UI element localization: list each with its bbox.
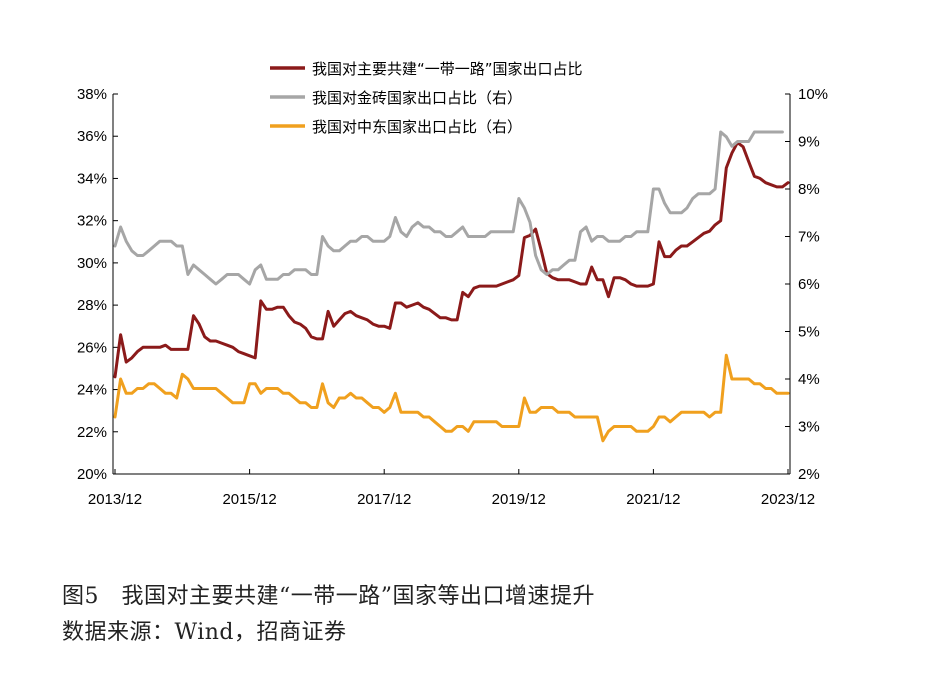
y-right-tick-label: 10% — [798, 86, 828, 103]
x-tick-label: 2023/12 — [761, 491, 815, 508]
chart: 20% 22% 24% 26% 28% 30% 32% 34% 36% 38% 2% 3% 4% 5% 6%… — [77, 60, 828, 508]
y-left-tick-label: 34% — [77, 170, 107, 187]
y-left-tick-label: 24% — [77, 382, 107, 399]
series-line-3 — [113, 353, 790, 443]
x-tick-label: 2015/12 — [222, 491, 276, 508]
legend-label-2: 我国对金砖国家出口占比（右） — [312, 89, 522, 107]
series-line-2 — [113, 130, 784, 286]
x-tick-label: 2019/12 — [492, 491, 546, 508]
x-tick-label: 2021/12 — [626, 491, 680, 508]
y-left-tick-label: 32% — [77, 213, 107, 230]
y-right-tick-label: 3% — [798, 419, 820, 436]
y-right-tick-label: 2% — [798, 466, 820, 483]
chart-series — [113, 130, 790, 443]
legend-label-1: 我国对主要共建“一带一路”国家出口占比 — [312, 60, 583, 78]
y-left-tick-label: 36% — [77, 128, 107, 145]
y-right-tick-label: 6% — [798, 276, 820, 293]
y-left-tick-label: 26% — [77, 339, 107, 356]
figure-title: 图5 我国对主要共建“一带一路”国家等出口增速提升 — [62, 584, 595, 609]
legend-label-3: 我国对中东国家出口占比（右） — [312, 118, 522, 136]
y-right-tick-label: 5% — [798, 324, 820, 341]
chart-axes: 20% 22% 24% 26% 28% 30% 32% 34% 36% 38% 2% 3% 4% 5% 6%… — [77, 86, 828, 508]
y-left-tick-label: 28% — [77, 297, 107, 314]
x-tick-label: 2017/12 — [357, 491, 411, 508]
series-line-1 — [113, 141, 790, 379]
y-right-tick-label: 9% — [798, 134, 820, 151]
y-left-tick-label: 22% — [77, 424, 107, 441]
y-left-tick-label: 20% — [77, 466, 107, 483]
y-left-tick-label: 38% — [77, 86, 107, 103]
y-right-tick-label: 7% — [798, 229, 820, 246]
y-left-tick-label: 30% — [77, 255, 107, 272]
x-tick-label: 2013/12 — [88, 491, 142, 508]
figure-source: 数据来源：Wind，招商证券 — [62, 620, 347, 645]
y-right-tick-label: 4% — [798, 371, 820, 388]
y-right-tick-label: 8% — [798, 181, 820, 198]
